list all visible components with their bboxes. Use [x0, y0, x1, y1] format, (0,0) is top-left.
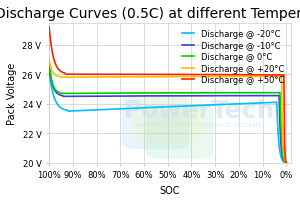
Text: ADVANCED ENERGY STORAGE SYSTEMS: ADVANCED ENERGY STORAGE SYSTEMS — [137, 123, 261, 128]
FancyBboxPatch shape — [146, 106, 214, 159]
Text: PowerTech: PowerTech — [123, 98, 275, 122]
FancyBboxPatch shape — [122, 96, 189, 149]
Legend: Discharge @ -20°C, Discharge @ -10°C, Discharge @ 0°C, Discharge @ +20°C, Discha: Discharge @ -20°C, Discharge @ -10°C, Di… — [179, 27, 287, 87]
Title: Discharge Curves (0.5C) at different Temperatures: Discharge Curves (0.5C) at different Tem… — [0, 7, 300, 21]
X-axis label: SOC: SOC — [160, 185, 180, 195]
FancyBboxPatch shape — [134, 89, 202, 142]
Y-axis label: Pack Voltage: Pack Voltage — [7, 62, 17, 124]
